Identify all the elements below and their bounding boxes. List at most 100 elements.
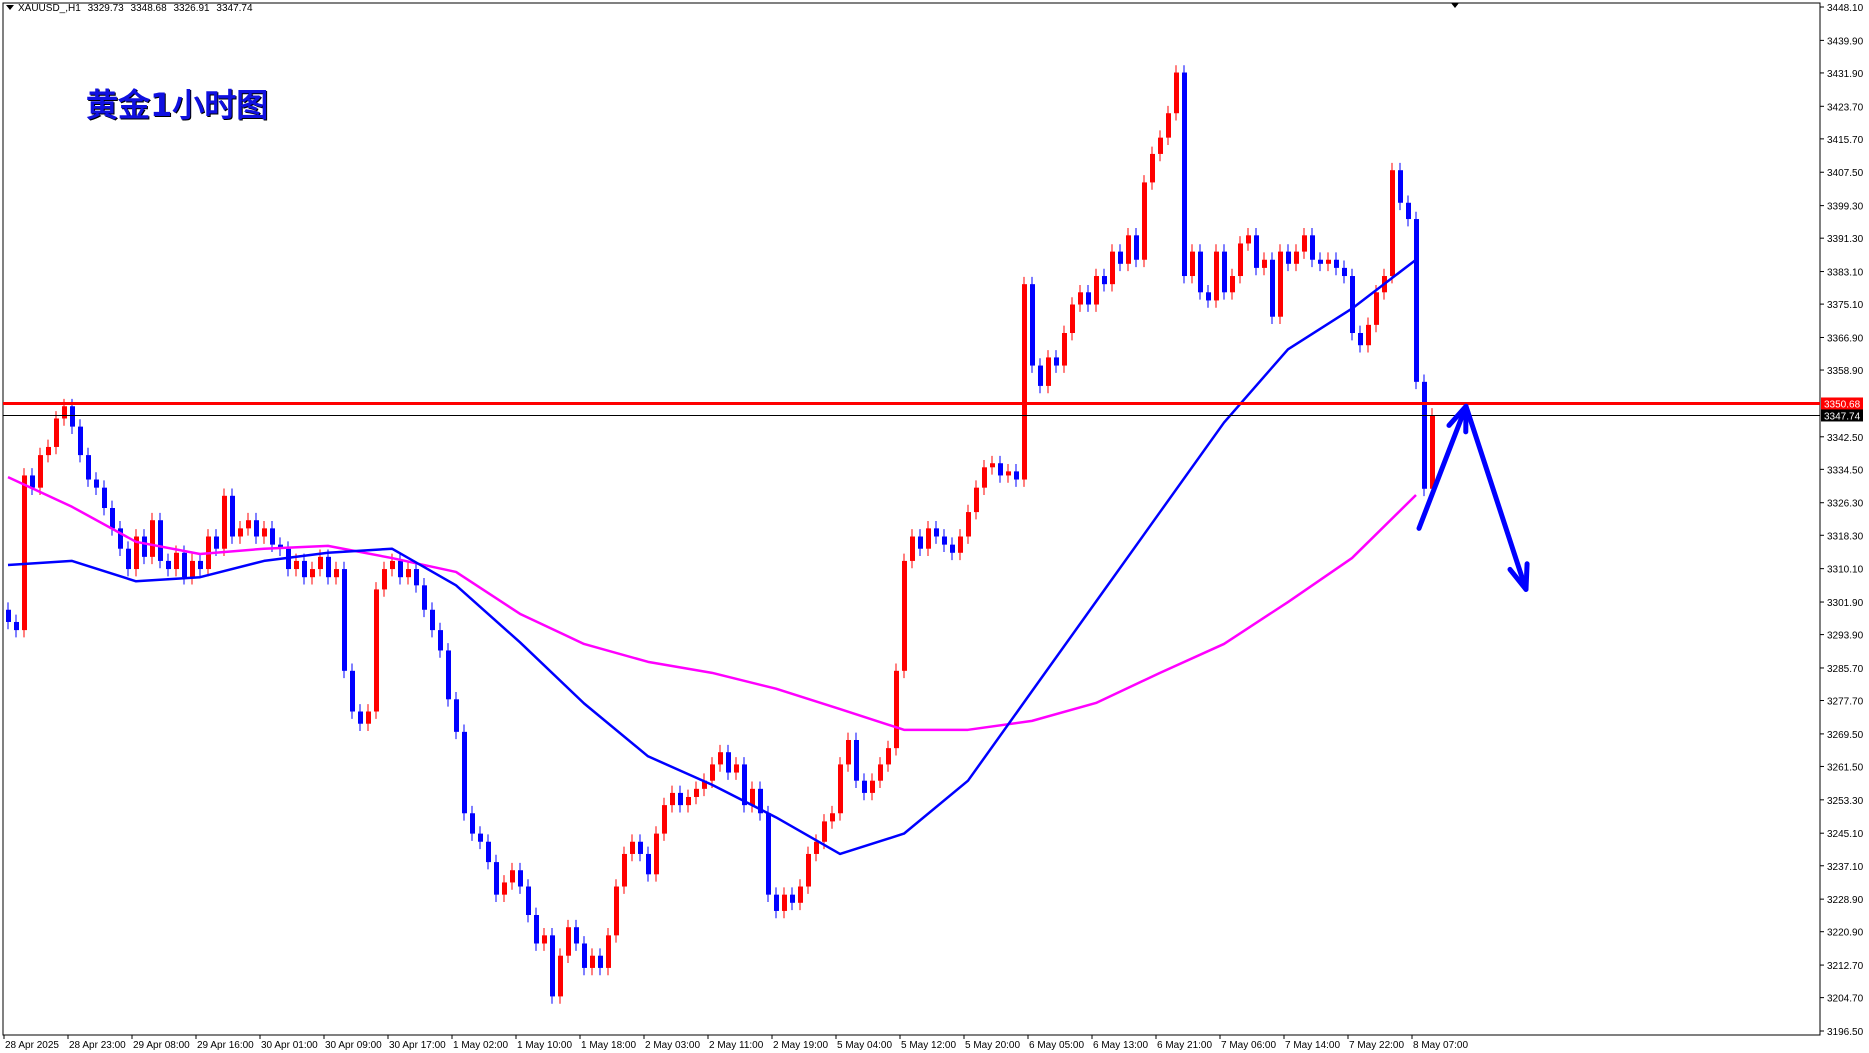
price-tick-label: 3318.30 — [1827, 531, 1864, 542]
time-tick-label: 2 May 19:00 — [773, 1040, 828, 1051]
candle — [926, 521, 931, 557]
candle — [1198, 244, 1203, 300]
candle — [1150, 146, 1155, 190]
candle-body — [38, 455, 43, 488]
price-tick-label: 3431.90 — [1827, 69, 1864, 80]
time-tick-label: 6 May 13:00 — [1093, 1040, 1148, 1051]
candle — [1294, 244, 1299, 272]
candle — [438, 622, 443, 658]
candle — [102, 480, 107, 516]
candle-body — [238, 528, 243, 537]
candle — [54, 411, 59, 455]
candle — [94, 472, 99, 495]
candle — [718, 744, 723, 772]
candle-body — [718, 752, 723, 765]
candle — [1358, 325, 1363, 353]
candle — [862, 773, 867, 801]
time-tick-label: 7 May 06:00 — [1221, 1040, 1276, 1051]
candle-body — [1014, 471, 1019, 480]
candle — [846, 732, 851, 772]
candle-body — [254, 520, 259, 537]
candle — [590, 948, 595, 976]
candle — [662, 797, 667, 841]
candle-body — [262, 528, 267, 537]
candle-body — [54, 418, 59, 447]
chart-shift-marker-icon[interactable] — [1451, 3, 1459, 8]
candle-body — [958, 536, 963, 553]
candle-body — [990, 463, 995, 468]
candle — [822, 814, 827, 850]
arrow-down-head-icon — [1507, 561, 1530, 592]
candle-body — [918, 536, 923, 549]
candle — [966, 504, 971, 544]
candle — [262, 521, 267, 544]
candle — [1142, 175, 1147, 268]
price-tick-label: 3310.10 — [1827, 565, 1864, 576]
candle-body — [174, 552, 179, 570]
candle-body — [94, 479, 99, 488]
price-label-box — [1821, 397, 1863, 410]
arrow-up-head-icon — [1446, 403, 1469, 435]
candle — [1374, 284, 1379, 333]
candle-body — [142, 536, 147, 557]
candle — [790, 887, 795, 911]
price-tick-label: 3334.50 — [1827, 465, 1864, 476]
candle — [342, 561, 347, 679]
price-tick-label: 3358.90 — [1827, 366, 1864, 377]
candle — [326, 549, 331, 585]
candle — [1182, 65, 1187, 284]
forecast-arrows[interactable] — [1416, 403, 1530, 592]
candle-body — [1030, 284, 1035, 366]
candle-body — [342, 569, 347, 671]
candle-body — [878, 764, 883, 781]
candle-body — [886, 748, 891, 765]
candle-body — [1206, 292, 1211, 301]
candle-body — [926, 528, 931, 549]
time-tick-label: 6 May 21:00 — [1157, 1040, 1212, 1051]
candle — [670, 785, 675, 813]
candle-body — [430, 609, 435, 631]
candle-body — [278, 544, 283, 549]
candle-body — [614, 886, 619, 936]
dropdown-triangle-icon[interactable] — [6, 5, 14, 11]
candle-body — [478, 833, 483, 842]
candle — [46, 439, 51, 463]
candle-body — [350, 670, 355, 712]
candle — [982, 459, 987, 495]
candle — [750, 781, 755, 813]
candle — [998, 455, 1003, 483]
candle — [1014, 464, 1019, 487]
candle-body — [1062, 333, 1067, 366]
candle-body — [14, 621, 19, 631]
candle — [582, 936, 587, 976]
candle — [38, 447, 43, 495]
candle-body — [838, 764, 843, 814]
candle-body — [686, 796, 691, 806]
candle-body — [438, 630, 443, 651]
price-tick-label: 3391.30 — [1827, 234, 1864, 245]
candle — [1326, 252, 1331, 272]
candle-body — [1166, 113, 1171, 138]
candle-body — [166, 560, 171, 570]
candle-body — [326, 556, 331, 578]
candle-body — [398, 560, 403, 578]
price-label-box — [1821, 409, 1863, 422]
candle — [766, 805, 771, 902]
candle — [686, 789, 691, 813]
time-tick-label: 7 May 22:00 — [1349, 1040, 1404, 1051]
candle — [1230, 268, 1235, 300]
candle-body — [1190, 251, 1195, 277]
candle-body — [1230, 276, 1235, 293]
candle — [1046, 350, 1051, 394]
price-tick-label: 3407.50 — [1827, 168, 1864, 179]
candle-body — [294, 560, 299, 570]
candle-body — [910, 536, 915, 561]
candle — [86, 447, 91, 487]
candle — [518, 862, 523, 894]
candle — [366, 704, 371, 732]
candle-body — [1318, 259, 1323, 264]
candle-body — [1422, 381, 1427, 489]
candle-body — [1342, 267, 1347, 277]
